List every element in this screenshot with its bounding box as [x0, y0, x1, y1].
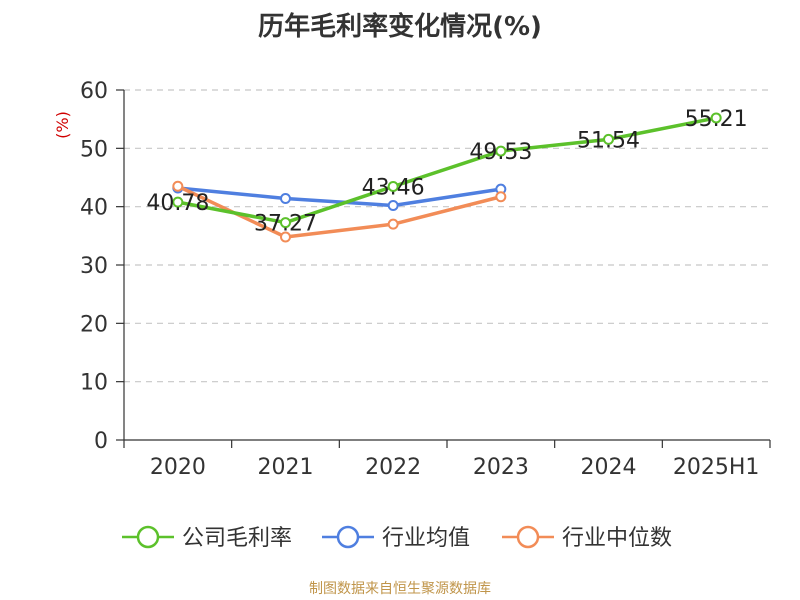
- y-tick-label: 60: [80, 79, 108, 104]
- data-point: [387, 180, 399, 192]
- x-tick-label: 2025H1: [673, 455, 760, 480]
- data-point: [710, 112, 722, 124]
- data-label: 40.78: [146, 191, 209, 216]
- data-point: [495, 191, 507, 203]
- y-tick-label: 0: [94, 429, 108, 454]
- y-tick-label: 20: [80, 312, 108, 337]
- data-point: [172, 180, 184, 192]
- data-label: 55.21: [685, 107, 748, 132]
- x-tick-label: 2021: [258, 455, 314, 480]
- legend-marker: [136, 525, 160, 549]
- x-tick-label: 2020: [150, 455, 206, 480]
- data-point: [603, 133, 614, 145]
- data-label: 51.54: [577, 128, 640, 153]
- data-label: 37.27: [254, 212, 317, 237]
- x-tick-label: 2024: [581, 455, 637, 480]
- y-tick-label: 30: [80, 254, 108, 279]
- data-point: [387, 200, 399, 211]
- source-note: 制图数据来自恒生聚源数据库: [309, 581, 491, 597]
- data-label: 49.53: [469, 140, 532, 165]
- data-point: [387, 218, 399, 230]
- chart-title: 历年毛利率变化情况(%): [258, 12, 542, 42]
- data-label: 43.46: [362, 175, 425, 200]
- legend-marker: [336, 525, 360, 549]
- data-point: [280, 217, 291, 229]
- y-tick-label: 50: [80, 137, 108, 162]
- y-tick-label: 10: [80, 371, 108, 396]
- y-tick-label: 40: [80, 196, 108, 221]
- legend-label: 行业中位数: [562, 526, 672, 551]
- x-tick-label: 2022: [365, 455, 421, 480]
- data-point: [495, 145, 507, 157]
- y-axis-unit-label: (%): [53, 111, 72, 139]
- series-line-0: [176, 116, 718, 225]
- legend-label: 行业均值: [382, 526, 470, 551]
- data-point: [280, 231, 291, 243]
- legend-marker: [516, 525, 540, 549]
- series-line-1: [176, 186, 503, 208]
- legend-label: 公司毛利率: [182, 526, 292, 551]
- data-point: [280, 193, 291, 204]
- data-point: [172, 196, 184, 208]
- x-tick-label: 2023: [473, 455, 529, 480]
